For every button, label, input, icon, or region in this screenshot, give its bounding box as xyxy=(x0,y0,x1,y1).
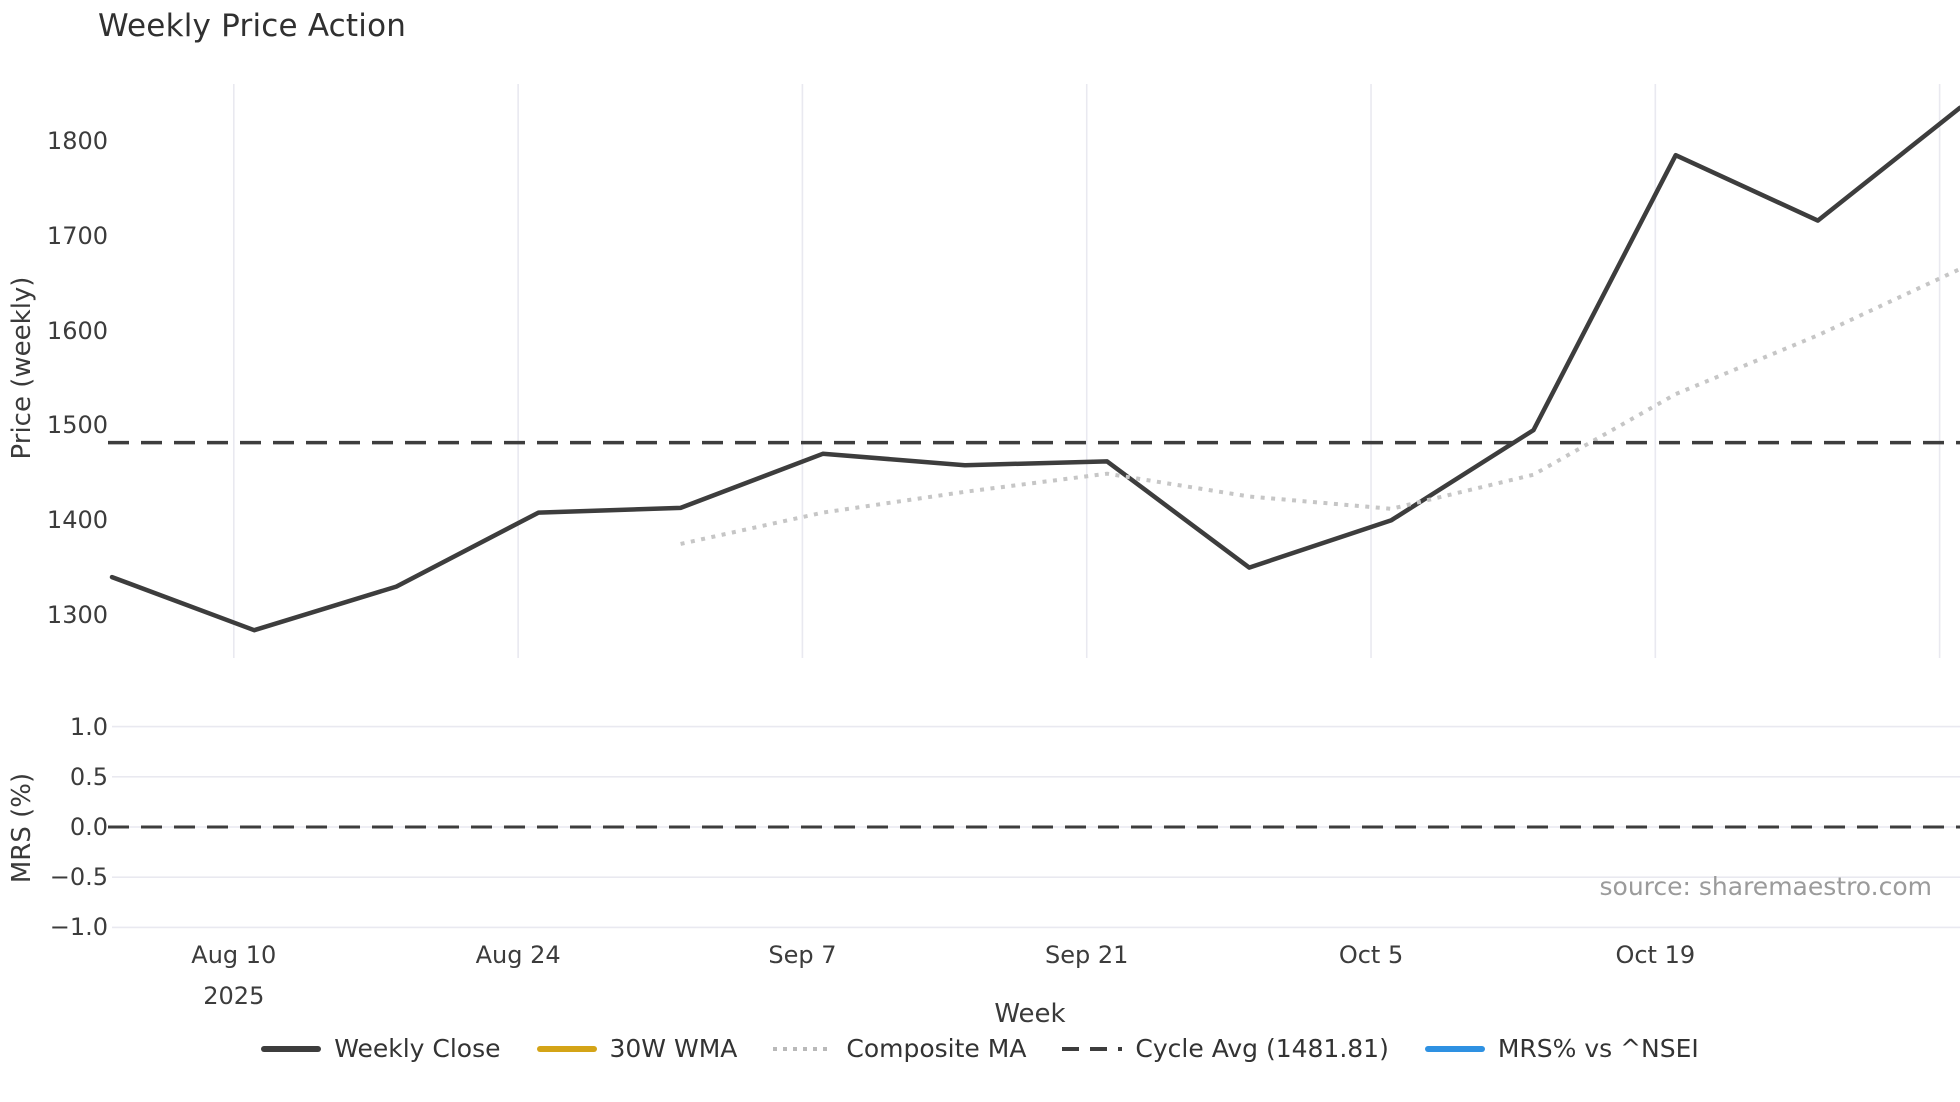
price-y-tick-label: 1500 xyxy=(46,411,108,440)
weekly-close-line xyxy=(109,105,1960,633)
x-tick-label: Sep 7 xyxy=(768,941,837,969)
source-note: source: sharemaestro.com xyxy=(1599,872,1933,901)
mrs-y-tick-label: 0.5 xyxy=(69,762,108,791)
x-tick-label: Aug 10 xyxy=(191,941,277,969)
solid-line-swatch-icon xyxy=(1424,1045,1485,1052)
solid-line-swatch-icon xyxy=(536,1045,597,1052)
legend-label: 30W WMA xyxy=(609,1034,738,1063)
legend-item-30w-wma: 30W WMA xyxy=(536,1034,738,1063)
legend-item-mrs-vs-nsei: MRS% vs ^NSEI xyxy=(1424,1034,1699,1063)
composite-ma-line xyxy=(680,267,1960,546)
x-tick-label: Aug 24 xyxy=(475,941,561,969)
price-y-tick-label: 1400 xyxy=(46,506,108,535)
solid-line-swatch-icon xyxy=(261,1045,322,1052)
chart-legend: Weekly Close 30W WMA Composite MA Cycle Avg… xyxy=(0,1034,1960,1063)
x-axis-label: Week xyxy=(994,999,1066,1029)
dashed-line-swatch-icon xyxy=(1062,1046,1123,1051)
dotted-line-swatch-icon xyxy=(773,1046,834,1051)
x-tick-label: Oct 5 xyxy=(1338,941,1404,969)
legend-item-composite-ma: Composite MA xyxy=(773,1034,1026,1063)
price-y-tick-label: 1600 xyxy=(46,316,108,345)
legend-item-weekly-close: Weekly Close xyxy=(261,1034,501,1063)
x-tick-year-label: 2025 xyxy=(203,982,265,1010)
price-y-tick-label: 1700 xyxy=(46,221,108,250)
legend-label: Weekly Close xyxy=(334,1034,501,1063)
legend-label: Cycle Avg (1481.81) xyxy=(1135,1034,1389,1063)
price-y-tick-label: 1300 xyxy=(46,601,108,629)
mrs-y-tick-label: −1.0 xyxy=(49,913,108,942)
x-tick-label: Sep 21 xyxy=(1045,941,1129,969)
x-tick-label: Oct 19 xyxy=(1615,941,1696,969)
legend-item-cycle-avg-1481-81-: Cycle Avg (1481.81) xyxy=(1062,1034,1389,1063)
price-y-axis-label: Price (weekly) xyxy=(7,276,37,460)
chart-title: Weekly Price Action xyxy=(98,8,407,44)
legend-label: MRS% vs ^NSEI xyxy=(1497,1034,1699,1063)
mrs-y-tick-label: −0.5 xyxy=(49,863,108,892)
price-y-tick-label: 1800 xyxy=(46,127,108,155)
mrs-y-tick-label: 0.0 xyxy=(69,813,108,841)
mrs-y-tick-label: 1.0 xyxy=(69,712,108,741)
legend-label: Composite MA xyxy=(846,1034,1027,1063)
